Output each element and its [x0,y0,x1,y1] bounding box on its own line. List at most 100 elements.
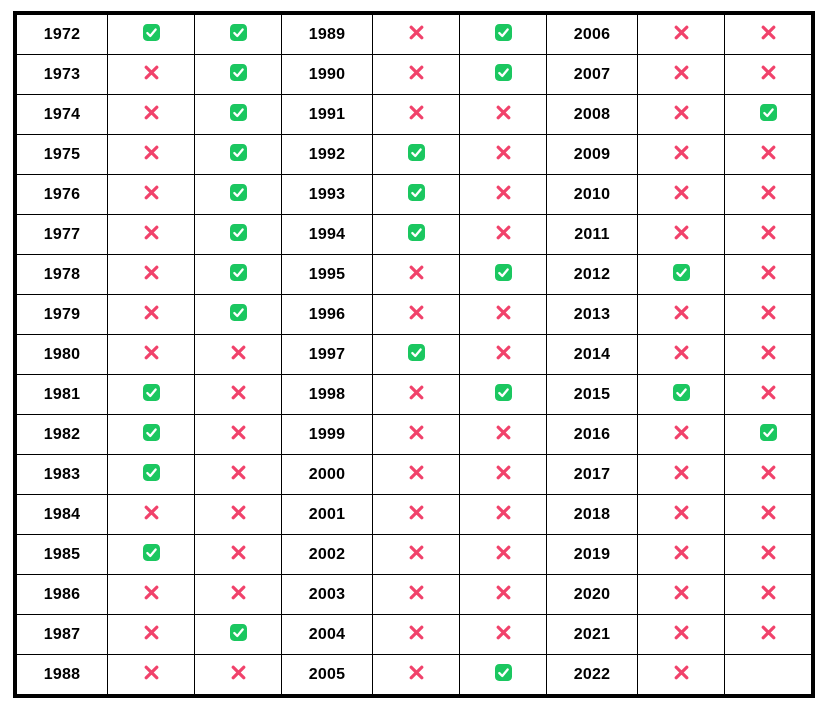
cross-icon [495,584,512,601]
year-cell: 2019 [546,534,638,575]
year-cell: 1988 [14,654,108,697]
cross-icon [673,144,690,161]
status-cell [459,414,547,455]
table-row: 1972 1989 2006 [14,12,814,55]
year-cell: 2013 [546,294,638,335]
status-cell [372,454,460,495]
status-cell [724,614,814,655]
status-cell [107,414,195,455]
status-cell [724,134,814,175]
status-cell [459,174,547,215]
cross-icon [673,64,690,81]
status-cell [724,454,814,495]
status-cell [107,214,195,255]
status-cell [107,174,195,215]
check-icon [494,23,512,41]
cross-icon [673,664,690,681]
check-icon [229,263,247,281]
status-cell [194,214,282,255]
status-cell [459,454,547,495]
cross-icon [495,304,512,321]
status-cell [107,334,195,375]
cross-icon [408,64,425,81]
year-cell: 2003 [281,574,373,615]
check-icon [142,383,160,401]
cross-icon [408,304,425,321]
status-cell [372,214,460,255]
year-cell: 1972 [14,12,108,55]
check-icon [407,183,425,201]
table-row: 1973 1990 2007 [14,54,814,95]
cross-icon [230,384,247,401]
table-row: 1980 1997 2014 [14,334,814,375]
status-cell [724,494,814,535]
status-cell [372,334,460,375]
cross-icon [760,544,777,561]
cross-icon [495,144,512,161]
cross-icon [230,544,247,561]
cross-icon [408,664,425,681]
cross-icon [760,24,777,41]
cross-icon [230,584,247,601]
year-cell: 1983 [14,454,108,495]
cross-icon [408,624,425,641]
cross-icon [673,224,690,241]
status-cell [372,94,460,135]
cross-icon [143,344,160,361]
status-cell [107,12,195,55]
cross-icon [408,384,425,401]
cross-icon [143,184,160,201]
status-cell [459,94,547,135]
year-cell: 2006 [546,12,638,55]
status-cell [724,374,814,415]
status-cell [372,574,460,615]
status-cell [459,334,547,375]
status-cell [194,454,282,495]
cross-icon [408,464,425,481]
year-cell: 2018 [546,494,638,535]
check-icon [229,223,247,241]
year-cell: 2000 [281,454,373,495]
cross-icon [408,544,425,561]
cross-icon [673,464,690,481]
check-icon [494,63,512,81]
year-cell: 1980 [14,334,108,375]
year-cell: 1994 [281,214,373,255]
status-cell [107,654,195,697]
cross-icon [408,424,425,441]
year-cell: 1987 [14,614,108,655]
status-cell [459,534,547,575]
table-row: 1986 2003 2020 [14,574,814,615]
check-icon [229,23,247,41]
check-icon [494,383,512,401]
status-cell [724,654,814,697]
status-cell [107,534,195,575]
status-cell [107,574,195,615]
check-icon [142,543,160,561]
table-row: 1981 1998 2015 [14,374,814,415]
year-cell: 1999 [281,414,373,455]
cross-icon [143,624,160,641]
status-cell [459,574,547,615]
year-cell: 1989 [281,12,373,55]
year-cell: 2008 [546,94,638,135]
status-cell [637,334,725,375]
status-cell [724,414,814,455]
year-cell: 2016 [546,414,638,455]
year-cell: 2002 [281,534,373,575]
status-cell [637,94,725,135]
cross-icon [760,504,777,521]
check-icon [759,103,777,121]
year-cell: 1979 [14,294,108,335]
status-cell [459,12,547,55]
status-cell [459,494,547,535]
status-cell [724,294,814,335]
cross-icon [143,264,160,281]
cross-icon [760,584,777,601]
year-cell: 2022 [546,654,638,697]
status-cell [637,414,725,455]
status-cell [372,54,460,95]
cross-icon [495,544,512,561]
status-cell [107,374,195,415]
